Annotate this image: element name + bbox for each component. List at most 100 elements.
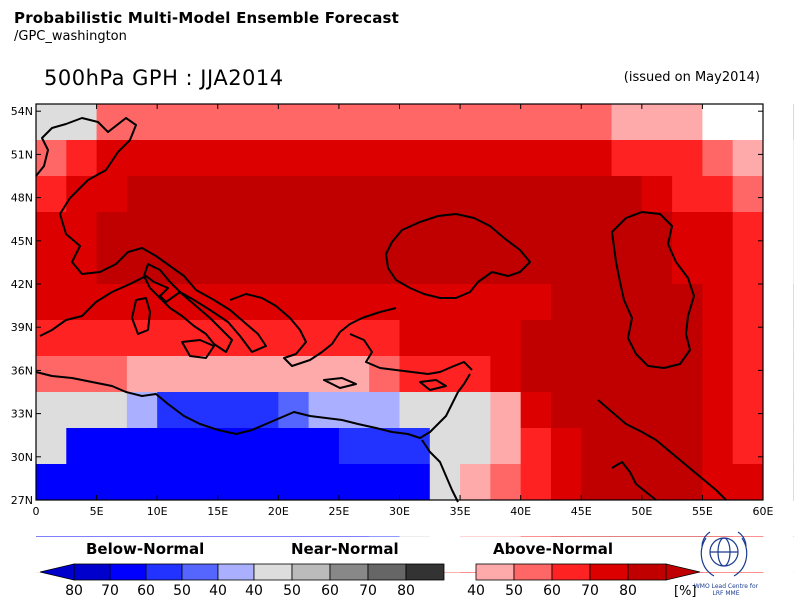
legend-tick-label: 40 <box>209 583 227 599</box>
coastline-persian-gulf <box>597 399 727 501</box>
grid-cell <box>732 248 764 285</box>
grid-cell <box>581 320 613 357</box>
grid-cell <box>793 392 794 429</box>
grid-cell <box>338 140 370 177</box>
grid-cell <box>460 140 491 177</box>
grid-cell <box>248 104 279 141</box>
grid-cell <box>36 248 67 285</box>
grid-cell <box>66 428 98 465</box>
coastline-north-africa <box>35 371 471 439</box>
grid-cell <box>217 464 249 501</box>
grid-cell <box>702 428 734 465</box>
grid-cell <box>429 140 461 177</box>
legend-tick-label: 80 <box>397 583 415 599</box>
grid-cell <box>126 140 158 177</box>
grid-cell <box>641 320 673 357</box>
grid-cell <box>217 284 249 321</box>
grid-cell <box>187 536 219 537</box>
grid-cell <box>490 356 522 393</box>
grid-cell <box>338 248 370 285</box>
grid-cell <box>308 464 340 501</box>
coastline-gulf-arabia <box>611 461 657 501</box>
grid-cell <box>611 104 643 141</box>
grid-cell <box>460 212 491 249</box>
legend-near-label: Near-Normal <box>291 540 399 558</box>
grid-cell <box>157 428 188 465</box>
grid-cell <box>308 212 340 249</box>
legend-swatch <box>217 563 255 581</box>
grid-cell <box>702 572 734 573</box>
grid-cell <box>611 428 643 465</box>
grid-cell <box>793 356 794 393</box>
grid-cell <box>308 356 340 393</box>
grid-cell <box>217 212 249 249</box>
grid-cell <box>611 356 643 393</box>
grid-cell <box>641 356 673 393</box>
lon-label: 15E <box>207 505 228 518</box>
legend-near-normal: 40 50 60 70 80 <box>245 563 445 599</box>
grid-cell <box>429 428 461 465</box>
grid-cell <box>641 284 673 321</box>
grid-cell <box>399 140 431 177</box>
grid-cell <box>581 392 613 429</box>
grid-cell <box>338 320 370 357</box>
grid-cell <box>732 320 764 357</box>
grid-cell <box>187 140 219 177</box>
grid-cell <box>793 536 794 537</box>
grid-cell <box>96 536 128 537</box>
grid-cell <box>793 572 794 573</box>
grid-cell <box>369 392 400 429</box>
grid-cell <box>581 464 613 501</box>
grid-cell <box>581 284 613 321</box>
grid-cell <box>399 320 431 357</box>
grid-cell <box>490 428 522 465</box>
grid-cell <box>520 320 552 357</box>
legend-swatch <box>253 563 293 581</box>
grid-cell <box>460 392 491 429</box>
grid-cell <box>157 356 188 393</box>
legend-tick-label: 40 <box>467 583 485 599</box>
grid-cell <box>702 284 734 321</box>
grid-cell <box>520 392 552 429</box>
grid-cell <box>732 392 764 429</box>
grid-cell <box>550 464 582 501</box>
grid-cell <box>732 572 764 573</box>
grid-cell <box>36 176 67 213</box>
grid-cell <box>550 248 582 285</box>
grid-cell <box>732 356 764 393</box>
grid-cell <box>581 104 613 141</box>
lat-label: 36N <box>11 364 33 377</box>
grid-cell <box>278 464 310 501</box>
grid-cell <box>611 284 643 321</box>
grid-cell <box>66 176 98 213</box>
grid-cell <box>66 248 98 285</box>
grid-cell <box>126 284 158 321</box>
grid-cell <box>338 104 370 141</box>
coastline-balkans <box>229 293 397 367</box>
grid-cell <box>278 428 310 465</box>
grid-cell <box>672 176 703 213</box>
grid-cell <box>66 464 98 501</box>
grid-cell <box>278 536 310 537</box>
grid-cell <box>460 284 491 321</box>
grid-cell <box>96 140 128 177</box>
grid-cell <box>550 356 582 393</box>
grid-cell <box>369 140 400 177</box>
grid-cell <box>157 140 188 177</box>
grid-cell <box>611 140 643 177</box>
grid-cell <box>490 392 522 429</box>
grid-cell <box>217 356 249 393</box>
grid-cell <box>217 176 249 213</box>
grid-cell <box>217 536 249 537</box>
grid-cell <box>460 536 491 537</box>
grid-cell <box>429 212 461 249</box>
grid-cell <box>66 320 98 357</box>
legend-tick-label: 80 <box>619 583 637 599</box>
grid-cell <box>157 320 188 357</box>
grid-cell <box>460 248 491 285</box>
grid-cell <box>36 284 67 321</box>
product-source: /GPC_washington <box>14 29 127 44</box>
grid-cell <box>248 392 279 429</box>
grid-cell <box>126 356 158 393</box>
